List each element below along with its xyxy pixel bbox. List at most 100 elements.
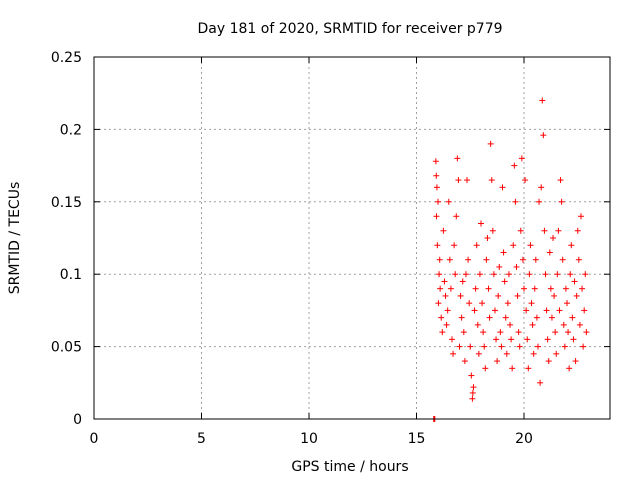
ticks-layer: 0 5 10 15 20 0 0.05 0.1 0.15 0.2 0.25 [51,50,610,447]
data-point [461,358,468,365]
y-tick-label: 0.05 [51,340,82,356]
data-point [570,336,577,343]
data-point [470,384,477,391]
data-point [514,292,521,299]
data-point [473,242,480,249]
data-point [560,321,567,328]
data-point [498,343,505,350]
x-tick-label: 0 [90,431,99,447]
data-point [558,198,565,205]
data-point [491,307,498,314]
data-point [552,329,559,336]
data-point [572,358,579,365]
data-point [561,343,568,350]
data-point [464,177,471,184]
data-point [460,329,467,336]
data-point [489,227,496,234]
data-point [510,242,517,249]
data-point [532,256,539,263]
data-point [455,177,462,184]
data-point [443,321,450,328]
y-tick-label: 0.25 [51,50,82,66]
data-point [575,256,582,263]
data-point [481,343,488,350]
data-point [540,132,547,139]
data-point [543,307,550,314]
data-point [555,227,562,234]
data-point [436,271,443,278]
data-point [451,242,458,249]
x-tick-label: 5 [197,431,206,447]
data-point [553,350,560,357]
x-tick-label: 10 [300,431,318,447]
data-point [457,292,464,299]
data-point [512,198,519,205]
x-axis-label: GPS time / hours [291,459,408,475]
data-point [577,213,584,220]
data-point [444,307,451,314]
data-point [556,307,563,314]
data-point [518,155,525,162]
data-point [582,271,589,278]
data-point [517,227,524,234]
data-point [432,158,439,165]
data-point [433,184,440,191]
data-point [536,198,543,205]
data-point [513,263,520,270]
data-point [434,242,441,249]
data-point [441,278,448,285]
data-point [499,184,506,191]
data-point [448,336,455,343]
data-point [531,285,538,292]
data-point [525,365,532,372]
data-point [505,271,512,278]
data-point [521,285,527,292]
data-point [568,242,575,249]
data-point [502,314,509,321]
y-tick-label: 0.2 [60,122,82,138]
data-point [474,321,481,328]
data-point [569,314,576,321]
data-point [462,271,469,278]
data-point [440,227,447,234]
data-point [566,365,573,372]
data-point [544,336,551,343]
data-point [472,285,479,292]
data-point [547,285,554,292]
data-point [534,343,541,350]
data-point [437,285,444,292]
data-point [545,358,552,365]
data-point [459,278,466,285]
plot-frame [93,56,611,420]
data-point [475,350,482,357]
data-point [583,329,590,336]
data-point [487,140,494,147]
data-point [488,177,495,184]
data-point [456,343,463,350]
data-point [495,292,502,299]
data-point [557,177,564,184]
data-point [522,177,529,184]
data-point [533,314,540,321]
data-point [501,278,508,285]
data-point [496,263,503,270]
data-point [539,97,546,104]
data-point [445,198,452,205]
y-tick-label: 0.1 [60,267,82,283]
data-point [554,271,561,278]
data-point [551,292,558,299]
y-axis-label: SRMTID / TECUs [7,182,23,295]
data-point [494,358,501,365]
data-point [523,307,530,314]
data-point [508,336,515,343]
data-point [542,271,549,278]
data-point [433,213,440,220]
points-layer [430,97,590,422]
data-point [571,278,578,285]
data-point [482,365,489,372]
data-point [450,350,457,357]
data-point [511,162,518,169]
data-point [503,350,510,357]
data-point [516,343,523,350]
